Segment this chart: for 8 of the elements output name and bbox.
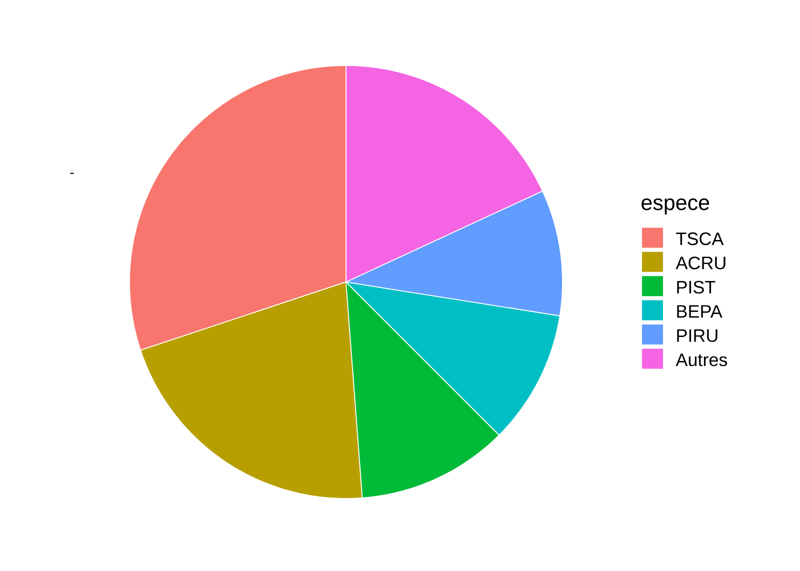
legend-label: Autres	[676, 354, 728, 366]
legend-label: BEPA	[677, 305, 722, 318]
legend-label: TSCA	[676, 232, 724, 246]
legend-label: PIRU	[677, 329, 718, 342]
legend-label: PIST	[677, 280, 716, 294]
legend-title: espece	[642, 198, 710, 214]
text: -	[70, 172, 74, 174]
legend-label: ACRU	[676, 256, 726, 270]
